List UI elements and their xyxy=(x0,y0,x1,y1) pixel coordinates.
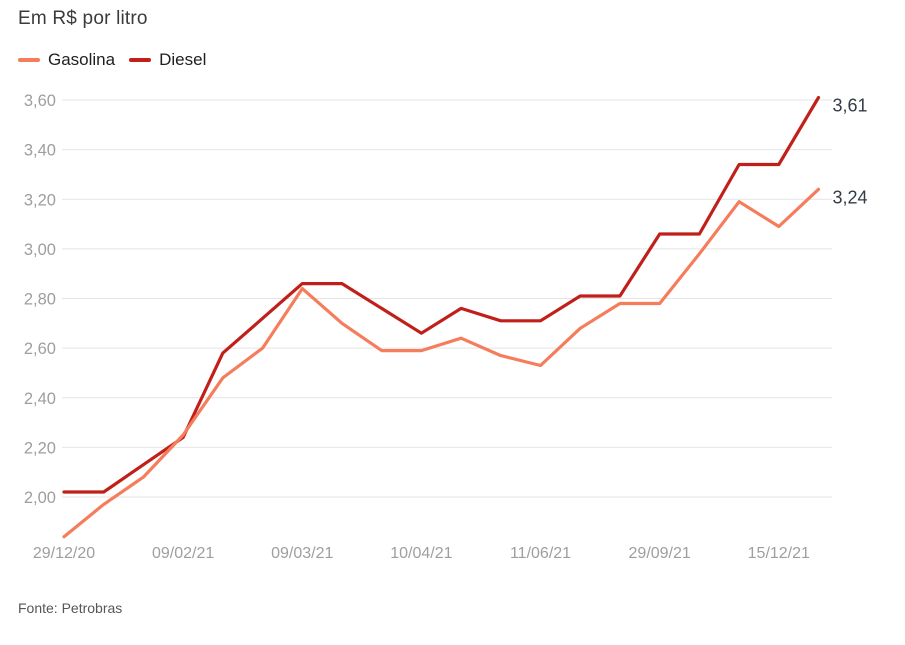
y-axis-tick-label: 3,60 xyxy=(24,92,56,110)
chart-legend: Gasolina Diesel xyxy=(18,50,206,70)
legend-item-gasolina: Gasolina xyxy=(18,50,115,70)
legend-label-gasolina: Gasolina xyxy=(48,50,116,69)
x-axis-tick-label: 29/12/20 xyxy=(33,545,95,562)
end-value-label-diesel: 3,61 xyxy=(833,96,868,116)
series-line-diesel xyxy=(62,95,821,494)
legend-item-diesel: Diesel xyxy=(129,50,206,70)
x-axis-tick-label: 29/09/21 xyxy=(629,545,691,562)
x-axis-tick-label: 15/12/21 xyxy=(748,545,810,562)
x-axis-tick-label: 09/03/21 xyxy=(271,545,333,562)
y-axis-tick-label: 3,00 xyxy=(24,241,56,259)
series-line-gasolina xyxy=(62,187,821,539)
y-axis-tick-label: 2,80 xyxy=(24,291,56,309)
y-axis-tick-label: 3,40 xyxy=(24,142,56,160)
legend-label-diesel: Diesel xyxy=(159,50,207,69)
source-note: Fonte: Petrobras xyxy=(18,600,123,616)
y-axis-tick-label: 2,60 xyxy=(24,340,56,358)
y-axis-tick-label: 2,20 xyxy=(24,439,56,457)
x-axis-tick-label: 10/04/21 xyxy=(390,545,452,562)
x-axis-tick-label: 11/06/21 xyxy=(510,545,571,562)
y-axis-tick-label: 2,40 xyxy=(24,390,56,408)
chart-title: Em R$ por litro xyxy=(18,8,148,29)
end-value-label-gasolina: 3,24 xyxy=(833,187,868,207)
y-axis-tick-label: 2,00 xyxy=(24,489,56,507)
x-axis-tick-label: 09/02/21 xyxy=(152,545,214,562)
diesel-line-swatch-icon xyxy=(129,58,152,62)
y-axis-tick-label: 3,20 xyxy=(24,191,56,209)
gasolina-line-swatch-icon xyxy=(18,58,40,62)
